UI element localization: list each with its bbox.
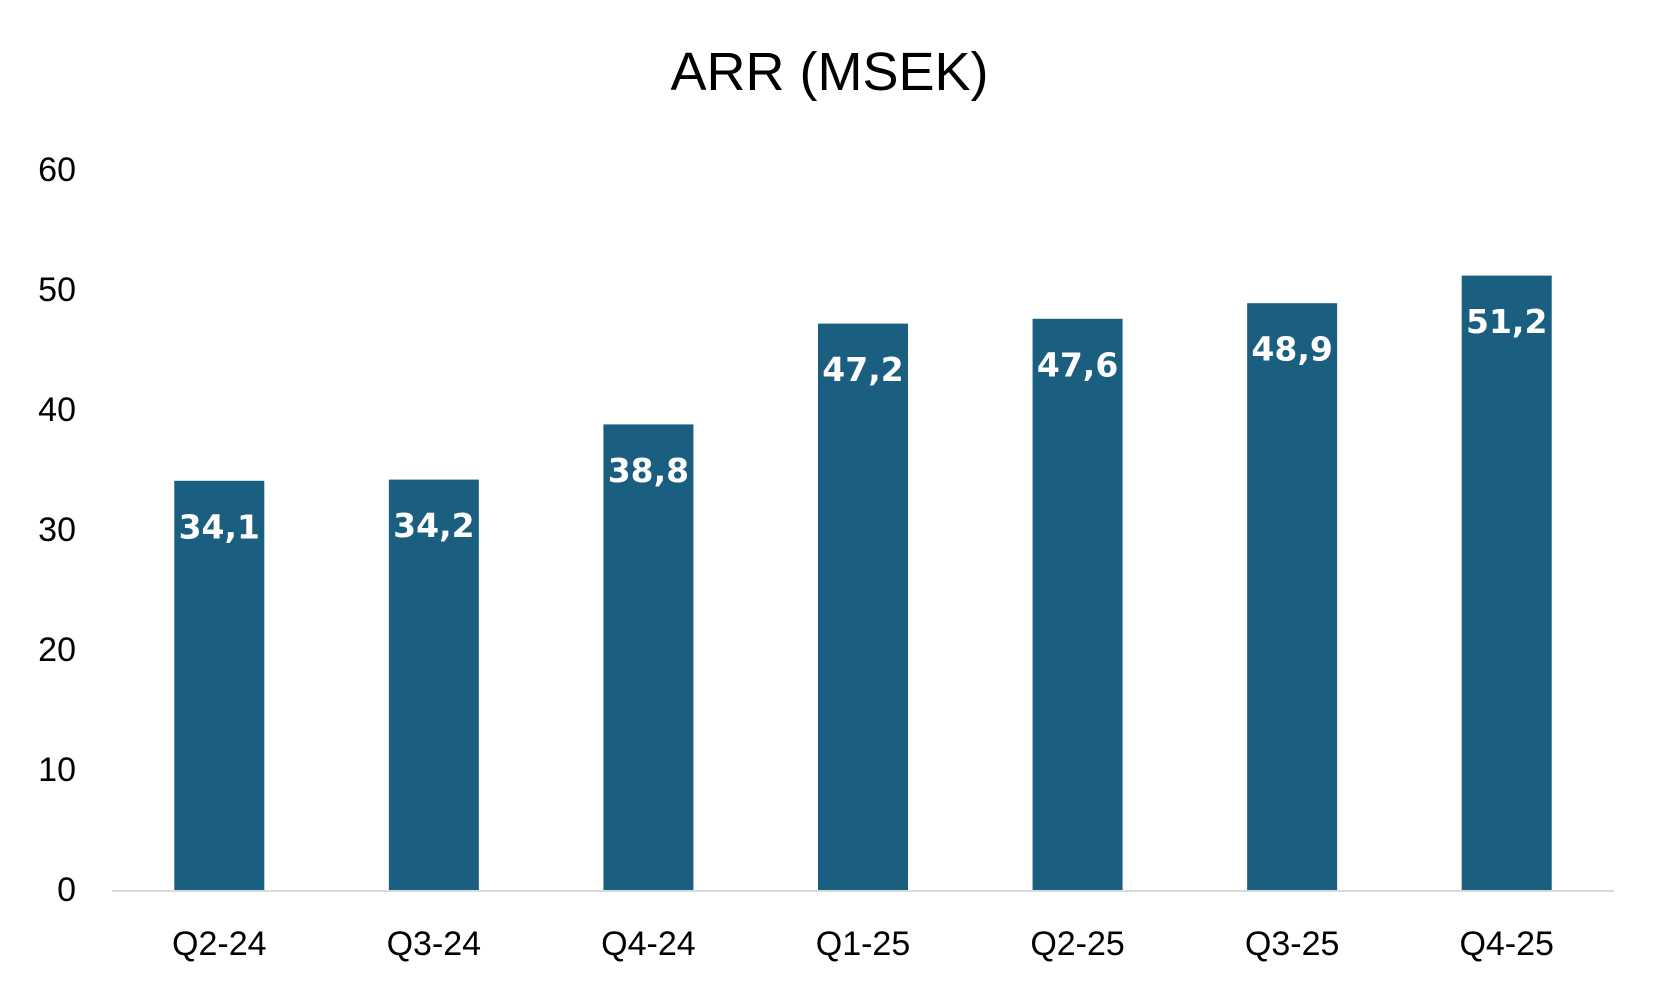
data-labels-group: 34,1 34,2 38,8 47,2 47,6 48,9 51,2 (179, 302, 1548, 546)
x-tick-label: Q2-24 (172, 925, 267, 963)
bar-q1-25 (818, 323, 908, 891)
x-axis-ticks: Q2-24 Q3-24 Q4-24 Q1-25 Q2-25 Q3-25 Q4-25 (172, 925, 1554, 963)
x-tick-label: Q2-25 (1030, 925, 1125, 963)
bar-q4-25 (1461, 275, 1552, 891)
y-tick-label: 60 (38, 151, 76, 189)
bar-q2-24 (174, 480, 265, 890)
y-tick-label: 30 (38, 511, 76, 549)
x-tick-label: Q3-25 (1245, 925, 1340, 963)
bar-q3-24 (388, 479, 479, 890)
data-label: 51,2 (1466, 302, 1547, 341)
data-label: 47,6 (1037, 345, 1118, 384)
bar-q3-25 (1247, 303, 1338, 890)
data-label: 34,1 (179, 507, 260, 546)
x-tick-label: Q4-25 (1459, 925, 1554, 963)
x-tick-label: Q4-24 (601, 925, 696, 963)
bar-q2-25 (1032, 318, 1123, 890)
y-tick-label: 50 (38, 271, 76, 309)
x-tick-label: Q3-24 (387, 925, 482, 963)
x-tick-label: Q1-25 (816, 925, 911, 963)
y-tick-label: 40 (38, 391, 76, 429)
y-tick-label: 20 (38, 631, 76, 669)
y-axis-ticks: 0 10 20 30 40 50 60 (38, 151, 76, 909)
chart-title: ARR (MSEK) (670, 42, 989, 102)
y-tick-label: 10 (38, 751, 76, 789)
data-label: 34,2 (393, 506, 474, 545)
bar-q4-24 (603, 424, 694, 890)
data-label: 38,8 (608, 451, 689, 490)
data-label: 48,9 (1251, 330, 1332, 369)
bars-group (174, 275, 1552, 891)
y-tick-label: 0 (57, 871, 76, 909)
data-label: 47,2 (822, 350, 903, 389)
